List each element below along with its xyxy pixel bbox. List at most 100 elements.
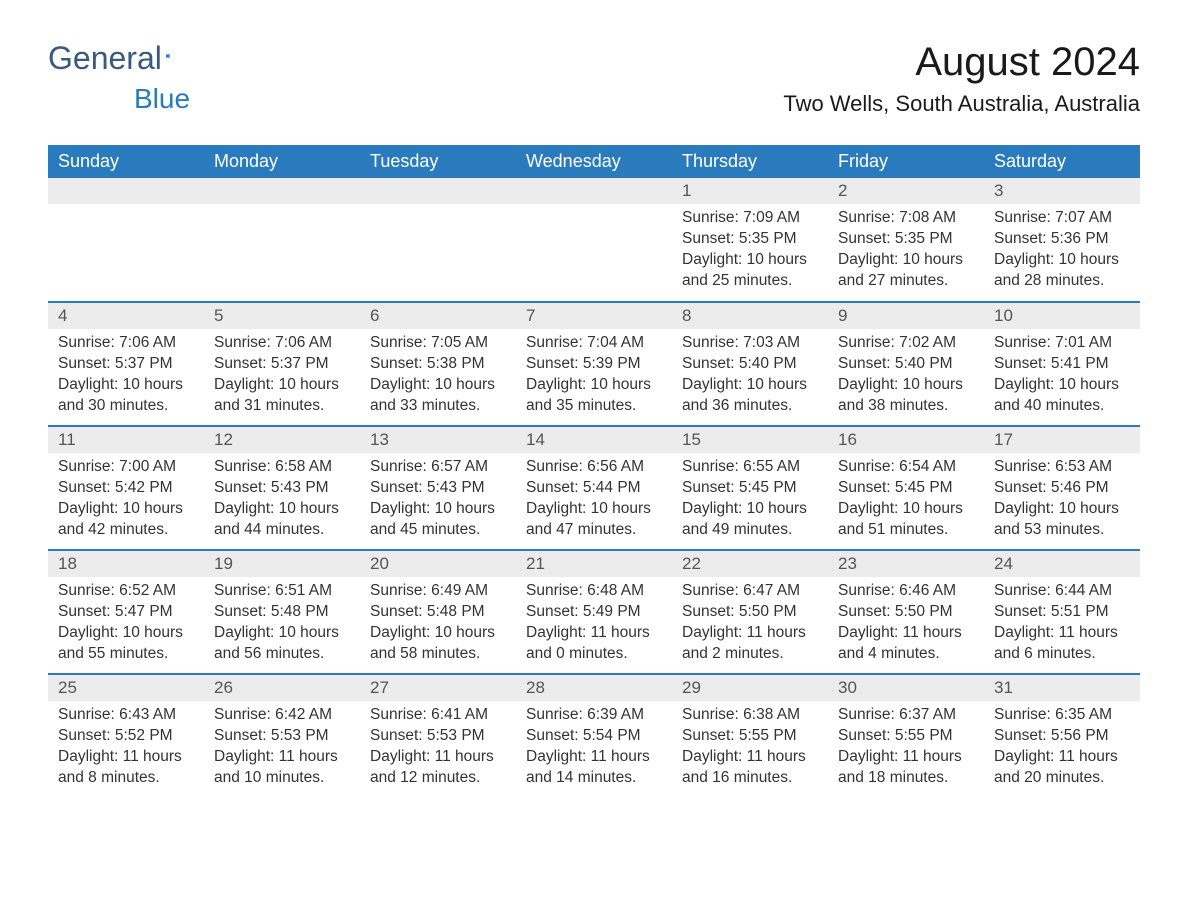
day-number: 3 (984, 178, 1140, 204)
daylight-line: Daylight: 10 hours and 30 minutes. (58, 375, 194, 417)
weekday-header: Wednesday (516, 145, 672, 178)
sunrise-line: Sunrise: 6:42 AM (214, 705, 350, 726)
day-number (48, 178, 204, 204)
calendar-day-cell: 10Sunrise: 7:01 AMSunset: 5:41 PMDayligh… (984, 302, 1140, 426)
sunrise-line: Sunrise: 7:00 AM (58, 457, 194, 478)
daylight-line: Daylight: 11 hours and 16 minutes. (682, 747, 818, 789)
day-details: Sunrise: 6:52 AMSunset: 5:47 PMDaylight:… (48, 577, 204, 673)
day-details: Sunrise: 6:58 AMSunset: 5:43 PMDaylight:… (204, 453, 360, 549)
daylight-line: Daylight: 10 hours and 56 minutes. (214, 623, 350, 665)
sunrise-line: Sunrise: 6:55 AM (682, 457, 818, 478)
day-number: 23 (828, 551, 984, 577)
day-number (204, 178, 360, 204)
sunset-line: Sunset: 5:43 PM (370, 478, 506, 499)
sunset-line: Sunset: 5:38 PM (370, 354, 506, 375)
sunrise-line: Sunrise: 6:53 AM (994, 457, 1130, 478)
title-block: August 2024 Two Wells, South Australia, … (783, 40, 1140, 131)
sunset-line: Sunset: 5:56 PM (994, 726, 1130, 747)
logo-flag-icon (166, 46, 171, 66)
day-number: 31 (984, 675, 1140, 701)
calendar-body: 1Sunrise: 7:09 AMSunset: 5:35 PMDaylight… (48, 178, 1140, 798)
sunset-line: Sunset: 5:54 PM (526, 726, 662, 747)
sunset-line: Sunset: 5:53 PM (370, 726, 506, 747)
sunrise-line: Sunrise: 7:04 AM (526, 333, 662, 354)
calendar-day-cell: 18Sunrise: 6:52 AMSunset: 5:47 PMDayligh… (48, 550, 204, 674)
sunset-line: Sunset: 5:52 PM (58, 726, 194, 747)
day-number (516, 178, 672, 204)
calendar-day-cell: 9Sunrise: 7:02 AMSunset: 5:40 PMDaylight… (828, 302, 984, 426)
day-details: Sunrise: 6:35 AMSunset: 5:56 PMDaylight:… (984, 701, 1140, 797)
sunrise-line: Sunrise: 7:01 AM (994, 333, 1130, 354)
daylight-line: Daylight: 10 hours and 45 minutes. (370, 499, 506, 541)
sunset-line: Sunset: 5:37 PM (214, 354, 350, 375)
sunrise-line: Sunrise: 6:35 AM (994, 705, 1130, 726)
sunset-line: Sunset: 5:55 PM (838, 726, 974, 747)
day-details: Sunrise: 6:51 AMSunset: 5:48 PMDaylight:… (204, 577, 360, 673)
day-details: Sunrise: 7:09 AMSunset: 5:35 PMDaylight:… (672, 204, 828, 300)
weekday-header: Sunday (48, 145, 204, 178)
sunset-line: Sunset: 5:44 PM (526, 478, 662, 499)
calendar-day-cell: 20Sunrise: 6:49 AMSunset: 5:48 PMDayligh… (360, 550, 516, 674)
sunrise-line: Sunrise: 6:51 AM (214, 581, 350, 602)
day-number (360, 178, 516, 204)
day-number: 9 (828, 303, 984, 329)
sunrise-line: Sunrise: 6:57 AM (370, 457, 506, 478)
daylight-line: Daylight: 10 hours and 35 minutes. (526, 375, 662, 417)
day-number: 11 (48, 427, 204, 453)
daylight-line: Daylight: 10 hours and 33 minutes. (370, 375, 506, 417)
sunset-line: Sunset: 5:45 PM (682, 478, 818, 499)
day-details: Sunrise: 6:37 AMSunset: 5:55 PMDaylight:… (828, 701, 984, 797)
weekday-header: Saturday (984, 145, 1140, 178)
sunrise-line: Sunrise: 6:54 AM (838, 457, 974, 478)
sunset-line: Sunset: 5:50 PM (838, 602, 974, 623)
day-number: 12 (204, 427, 360, 453)
sunset-line: Sunset: 5:48 PM (370, 602, 506, 623)
daylight-line: Daylight: 10 hours and 51 minutes. (838, 499, 974, 541)
day-number: 26 (204, 675, 360, 701)
day-number: 13 (360, 427, 516, 453)
daylight-line: Daylight: 11 hours and 14 minutes. (526, 747, 662, 789)
daylight-line: Daylight: 10 hours and 49 minutes. (682, 499, 818, 541)
sunset-line: Sunset: 5:35 PM (838, 229, 974, 250)
sunrise-line: Sunrise: 6:56 AM (526, 457, 662, 478)
day-details: Sunrise: 7:06 AMSunset: 5:37 PMDaylight:… (204, 329, 360, 425)
daylight-line: Daylight: 10 hours and 38 minutes. (838, 375, 974, 417)
sunset-line: Sunset: 5:36 PM (994, 229, 1130, 250)
day-details: Sunrise: 6:38 AMSunset: 5:55 PMDaylight:… (672, 701, 828, 797)
sunrise-line: Sunrise: 7:09 AM (682, 208, 818, 229)
sunset-line: Sunset: 5:45 PM (838, 478, 974, 499)
day-number: 14 (516, 427, 672, 453)
day-details: Sunrise: 7:05 AMSunset: 5:38 PMDaylight:… (360, 329, 516, 425)
calendar-day-cell: 7Sunrise: 7:04 AMSunset: 5:39 PMDaylight… (516, 302, 672, 426)
sunset-line: Sunset: 5:42 PM (58, 478, 194, 499)
daylight-line: Daylight: 10 hours and 36 minutes. (682, 375, 818, 417)
day-number: 5 (204, 303, 360, 329)
calendar-week-row: 4Sunrise: 7:06 AMSunset: 5:37 PMDaylight… (48, 302, 1140, 426)
calendar-day-cell: 13 Sunrise: 6:57 AMSunset: 5:43 PMDayligh… (360, 426, 516, 550)
calendar-day-cell: 14Sunrise: 6:56 AMSunset: 5:44 PMDayligh… (516, 426, 672, 550)
weekday-header-row: SundayMondayTuesdayWednesdayThursdayFrid… (48, 145, 1140, 178)
daylight-line: Daylight: 10 hours and 28 minutes. (994, 250, 1130, 292)
daylight-line: Daylight: 10 hours and 44 minutes. (214, 499, 350, 541)
day-details: Sunrise: 6:41 AMSunset: 5:53 PMDaylight:… (360, 701, 516, 797)
calendar-day-cell: 27Sunrise: 6:41 AMSunset: 5:53 PMDayligh… (360, 674, 516, 798)
daylight-line: Daylight: 11 hours and 10 minutes. (214, 747, 350, 789)
day-details: Sunrise: 7:01 AMSunset: 5:41 PMDaylight:… (984, 329, 1140, 425)
sunrise-line: Sunrise: 6:58 AM (214, 457, 350, 478)
weekday-header: Tuesday (360, 145, 516, 178)
calendar-day-cell: 5Sunrise: 7:06 AMSunset: 5:37 PMDaylight… (204, 302, 360, 426)
calendar-week-row: 11 Sunrise: 7:00 AMSunset: 5:42 PM Dayligh… (48, 426, 1140, 550)
sunrise-line: Sunrise: 6:52 AM (58, 581, 194, 602)
sunset-line: Sunset: 5:40 PM (838, 354, 974, 375)
calendar-day-cell: 11Sunrise: 7:00 AMSunset: 5:42 PMDayligh… (48, 426, 204, 550)
day-number: 20 (360, 551, 516, 577)
day-number: 16 (828, 427, 984, 453)
day-details: Sunrise: 6:44 AMSunset: 5:51 PMDaylight:… (984, 577, 1140, 673)
weekday-header: Thursday (672, 145, 828, 178)
calendar-day-cell: 30Sunrise: 6:37 AMSunset: 5:55 PMDayligh… (828, 674, 984, 798)
day-details: Sunrise: 6:49 AMSunset: 5:48 PMDaylight:… (360, 577, 516, 673)
location-subtitle: Two Wells, South Australia, Australia (783, 91, 1140, 117)
daylight-line: Daylight: 10 hours and 53 minutes. (994, 499, 1130, 541)
sunrise-line: Sunrise: 6:43 AM (58, 705, 194, 726)
day-details: Sunrise: 6:39 AMSunset: 5:54 PMDaylight:… (516, 701, 672, 797)
